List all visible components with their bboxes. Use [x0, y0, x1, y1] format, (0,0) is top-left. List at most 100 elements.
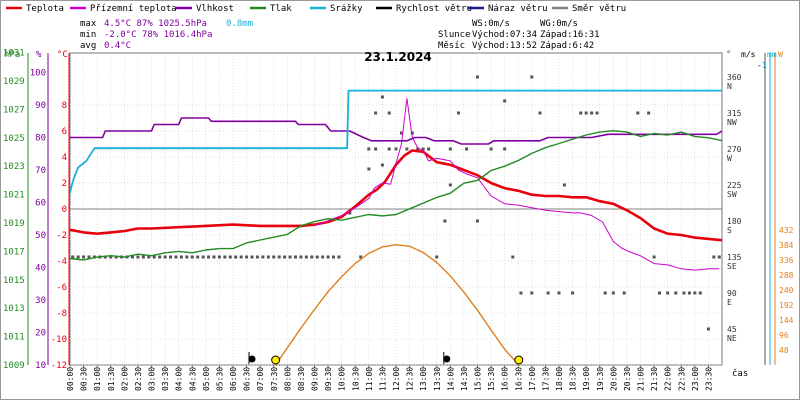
pressure-tick-label: 1025	[3, 134, 25, 144]
sun-label: Slunce	[438, 30, 471, 40]
direction-name: SE	[727, 262, 737, 271]
wind-direction-point	[584, 111, 588, 115]
direction-tick-label: 180	[727, 217, 742, 226]
wind-direction-point	[196, 255, 200, 259]
sun-rise: Východ:07:34	[472, 30, 537, 40]
series-vlhkost	[70, 117, 723, 145]
x-tick-label: 02:30	[134, 367, 143, 391]
wind-direction-point	[332, 255, 336, 259]
wind-direction-point	[530, 75, 534, 79]
moon-label: Měsíc	[438, 41, 465, 51]
moon-rise: Východ:13:52	[472, 41, 537, 51]
wind-direction-point	[666, 291, 670, 295]
wind-direction-point	[207, 255, 211, 259]
wind-direction-point	[658, 291, 662, 295]
rain-unit: mm	[767, 50, 777, 59]
pressure-tick-label: 1021	[3, 191, 25, 201]
wind-direction-point	[405, 147, 409, 151]
x-tick-label: 07:30	[270, 367, 279, 391]
wind-direction-point	[421, 147, 425, 151]
wind-direction-point	[179, 255, 183, 259]
wind-direction-point	[712, 255, 716, 259]
x-tick-label: 18:30	[569, 367, 578, 391]
pressure-tick-label: 1015	[3, 276, 25, 286]
x-tick-label: 06:00	[229, 367, 238, 391]
humidity-tick-label: 80	[35, 134, 46, 144]
series-solar	[275, 243, 520, 366]
solar-tick-label: 432	[779, 226, 794, 235]
wind-direction-point	[465, 147, 469, 151]
wind-direction-point	[717, 255, 721, 259]
wind-direction-point	[394, 147, 398, 151]
x-tick-label: 12:00	[392, 367, 401, 391]
moon-set: Západ:6:42	[540, 41, 594, 51]
wind-direction-point	[448, 183, 452, 187]
x-tick-label: 05:30	[215, 367, 224, 391]
x-tick-label: 14:30	[460, 367, 469, 391]
x-tick-label: 11:00	[365, 367, 374, 391]
x-tick-label: 22:30	[677, 367, 686, 391]
stats-max-label: max	[80, 19, 97, 29]
x-tick-label: 18:00	[555, 367, 564, 391]
humidity-unit: %	[36, 50, 42, 60]
moonset-icon	[248, 355, 256, 363]
direction-tick-label: 315	[727, 109, 742, 118]
wind-direction-point	[255, 255, 259, 259]
wind-direction-point	[427, 147, 431, 151]
wind-direction-point	[109, 255, 113, 259]
wind-direction-point	[511, 255, 515, 259]
wind-direction-point	[277, 255, 281, 259]
x-tick-label: 07:00	[256, 367, 265, 391]
direction-tick-label: 270	[727, 145, 742, 154]
x-tick-label: 13:00	[419, 367, 428, 391]
x-tick-label: 04:30	[188, 367, 197, 391]
humidity-tick-label: 40	[35, 264, 46, 274]
wind-direction-point	[562, 183, 566, 187]
direction-tick-label: 135	[727, 253, 742, 262]
wind-direction-point	[519, 291, 523, 295]
x-tick-label: 03:30	[161, 367, 170, 391]
temperature-tick-label: -8	[56, 309, 67, 319]
x-tick-label: 19:00	[582, 367, 591, 391]
wind-direction-point	[387, 147, 391, 151]
wind-direction-point	[622, 291, 626, 295]
wind-direction-point	[647, 111, 651, 115]
stats-max-values: 4.5°C 87% 1025.5hPa	[104, 19, 207, 29]
wind-direction-point	[489, 147, 493, 151]
solar-tick-label: 288	[779, 271, 794, 280]
wind-direction-point	[76, 255, 80, 259]
wind-direction-point	[141, 255, 145, 259]
wind-direction-point	[293, 255, 297, 259]
humidity-tick-label: 70	[35, 166, 46, 176]
x-tick-label: 06:30	[243, 367, 252, 391]
wind-direction-point	[399, 131, 403, 135]
wind-direction-point	[603, 291, 607, 295]
wind-direction-point	[706, 327, 710, 331]
wind-direction-point	[261, 255, 265, 259]
wind-direction-point	[217, 255, 221, 259]
x-tick-label: 15:00	[474, 367, 483, 391]
rain-tick-label: 1	[762, 61, 767, 70]
pressure-tick-label: 1011	[3, 333, 25, 343]
wind-direction-point	[158, 255, 162, 259]
direction-tick-label: 360	[727, 73, 742, 82]
sunset-icon	[514, 355, 524, 365]
wind-direction-point	[136, 255, 140, 259]
x-tick-label: 15:30	[487, 367, 496, 391]
x-tick-label: 12:30	[406, 367, 415, 391]
wind-direction-point	[299, 255, 303, 259]
wind-direction-point	[636, 111, 640, 115]
solar-tick-label: 240	[779, 286, 794, 295]
direction-name: S	[727, 226, 732, 235]
humidity-tick-label: 100	[30, 69, 46, 79]
wind-direction-point	[169, 255, 173, 259]
direction-name: E	[727, 298, 732, 307]
legend-label: Srážky	[330, 4, 363, 14]
wind-direction-point	[380, 95, 384, 99]
wind-direction-point	[130, 255, 134, 259]
wind-direction-point	[266, 255, 270, 259]
temperature-tick-label: -10	[51, 335, 67, 345]
wind-direction-point	[503, 147, 507, 151]
wind-direction-point	[310, 255, 314, 259]
wind-direction-point	[530, 291, 534, 295]
